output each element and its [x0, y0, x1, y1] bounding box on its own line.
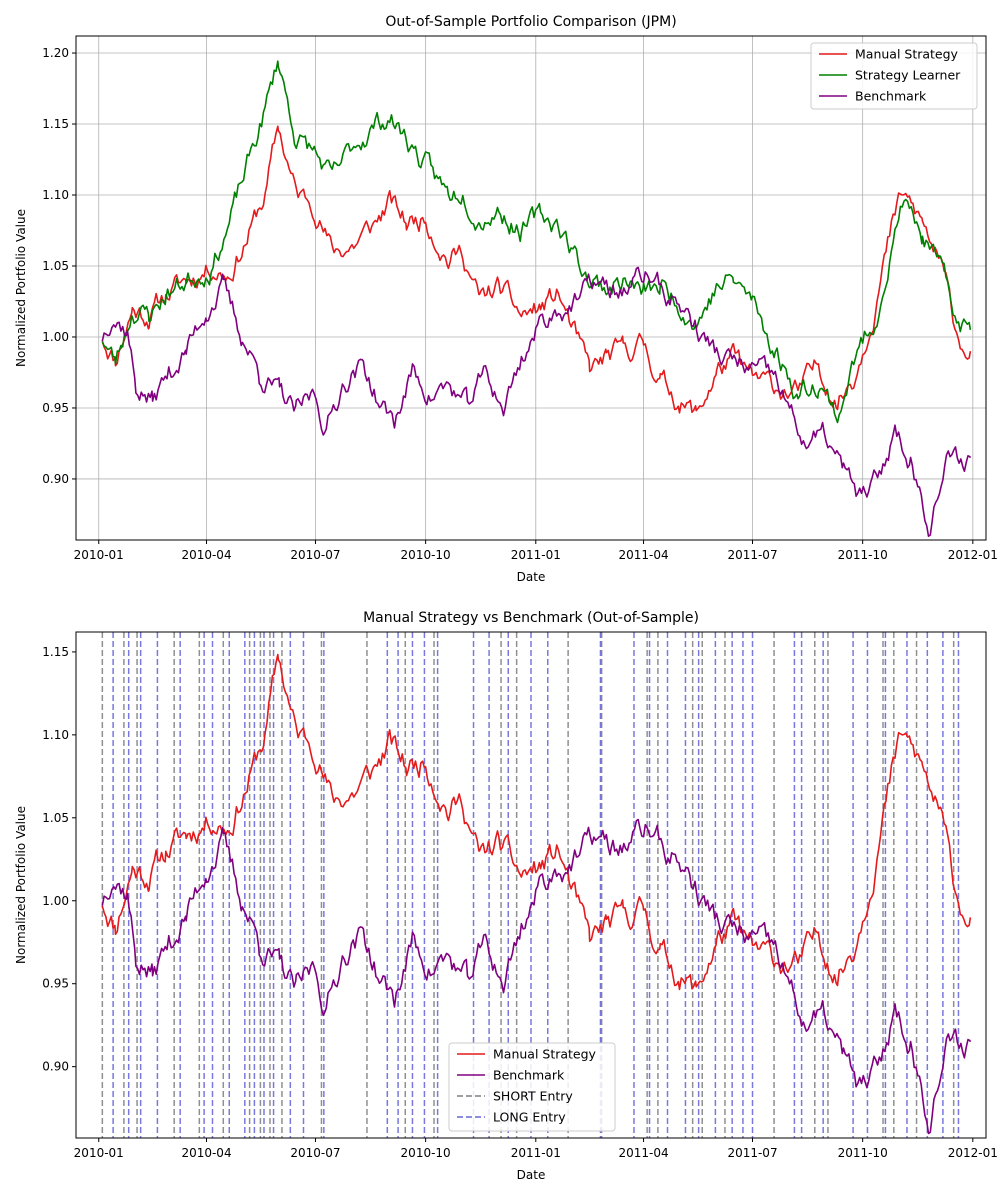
legend-label-manual-strategy: Manual Strategy [493, 1047, 597, 1062]
series-line-manual-strategy [101, 653, 972, 991]
y-tick-label: 1.05 [42, 259, 69, 273]
y-axis-label: Normalized Portfolio Value [14, 806, 28, 964]
x-tick-label: 2010-07 [290, 548, 340, 562]
y-tick-label: 1.00 [42, 894, 69, 908]
legend: Manual Strategy Benchmark SHORT Entry LONG … [448, 1042, 616, 1132]
x-tick-label: 2011-01 [511, 548, 561, 562]
legend-label-strategy-learner: Strategy Learner [855, 68, 961, 83]
manual-vs-benchmark-chart: Manual Strategy vs Benchmark (Out-of-Sam… [14, 610, 998, 1182]
x-tick-label: 2011-01 [511, 1146, 561, 1160]
axes-frame [75, 631, 987, 1139]
x-axis-label: Date [517, 570, 546, 584]
y-tick-label: 1.20 [42, 46, 69, 60]
x-tick-label: 2011-07 [727, 1146, 777, 1160]
legend-label-long-entry: LONG Entry [493, 1110, 566, 1125]
legend-label-short-entry: SHORT Entry [493, 1089, 573, 1104]
series-line-benchmark [101, 266, 972, 537]
x-tick-label: 2011-04 [618, 1146, 668, 1160]
y-tick-label: 1.15 [42, 117, 69, 131]
y-tick-label: 1.05 [42, 811, 69, 825]
series-line-manual-strategy [101, 125, 972, 414]
plot-area [101, 60, 972, 537]
y-tick-label: 0.95 [42, 977, 69, 991]
x-tick-label: 2010-10 [401, 548, 451, 562]
y-axis-label: Normalized Portfolio Value [14, 209, 28, 367]
plot-area [101, 632, 972, 1138]
chart-title: Manual Strategy vs Benchmark (Out-of-Sam… [363, 610, 699, 626]
x-tick-label: 2011-10 [838, 548, 888, 562]
series-line-strategy-learner [101, 60, 972, 424]
x-tick-label: 2012-01 [948, 1146, 998, 1160]
x-tick-label: 2010-10 [401, 1146, 451, 1160]
y-tick-label: 0.90 [42, 1060, 69, 1074]
y-tick-label: 1.10 [42, 728, 69, 742]
legend-label-manual-strategy: Manual Strategy [855, 47, 959, 62]
x-tick-label: 2010-04 [181, 1146, 231, 1160]
x-tick-label: 2010-01 [74, 548, 124, 562]
x-tick-label: 2010-01 [74, 1146, 124, 1160]
y-tick-label: 0.90 [42, 472, 69, 486]
portfolio-comparison-chart: Out-of-Sample Portfolio Comparison (JPM)… [14, 14, 998, 584]
short-entry-lines [101, 632, 955, 1138]
x-tick-label: 2011-07 [727, 548, 777, 562]
chart-title: Out-of-Sample Portfolio Comparison (JPM) [385, 14, 676, 30]
x-tick-label: 2011-04 [618, 548, 668, 562]
grid [76, 36, 986, 540]
axes-frame [75, 35, 987, 541]
y-tick-label: 1.10 [42, 188, 69, 202]
x-tick-label: 2010-07 [290, 1146, 340, 1160]
legend-label-benchmark: Benchmark [493, 1068, 565, 1083]
legend: Manual Strategy Strategy Learner Benchmark [810, 42, 978, 110]
x-axis-label: Date [517, 1168, 546, 1182]
y-tick-label: 1.15 [42, 645, 69, 659]
x-tick-label: 2012-01 [948, 548, 998, 562]
x-tick-label: 2011-10 [838, 1146, 888, 1160]
series-line-benchmark [101, 818, 972, 1135]
x-tick-label: 2010-04 [181, 548, 231, 562]
legend-box [448, 1042, 616, 1132]
y-tick-label: 1.00 [42, 330, 69, 344]
legend-label-benchmark: Benchmark [855, 89, 927, 104]
y-tick-label: 0.95 [42, 401, 69, 415]
legend-box [810, 42, 978, 110]
